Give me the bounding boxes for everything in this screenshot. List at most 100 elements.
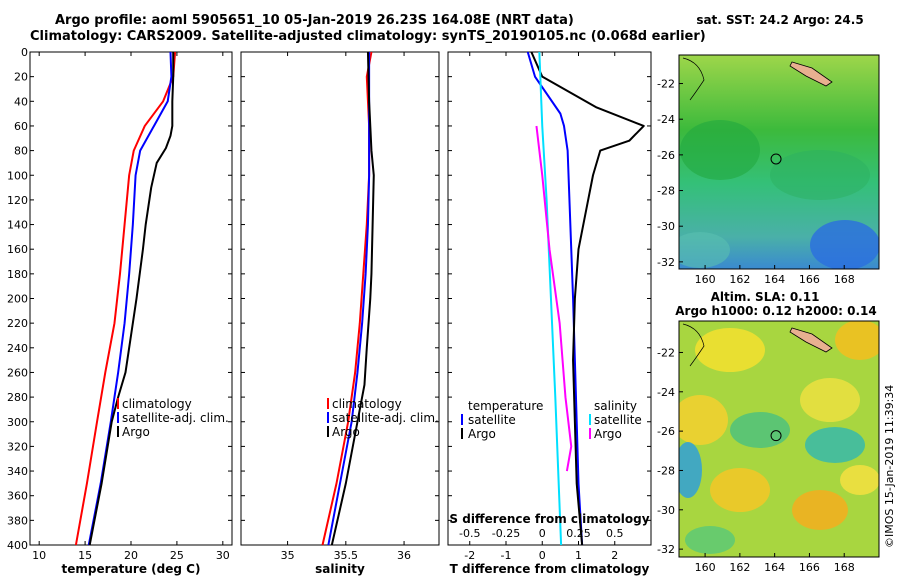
legend-label: Argo: [332, 425, 360, 439]
map-y-tick-label: -32: [657, 543, 675, 556]
map-y-tick-label: -28: [657, 464, 675, 477]
series-line: [87, 51, 173, 546]
legend-label: satellite-adj. clim.: [122, 411, 229, 425]
sst-map-title: sat. SST: 24.2 Argo: 24.5: [696, 13, 863, 27]
map-x-tick-label: 162: [729, 273, 750, 286]
legend-label: satellite: [468, 413, 516, 427]
map-x-tick-label: 160: [695, 273, 716, 286]
legend-title: temperature: [468, 399, 543, 413]
sst-cold-patch: [810, 220, 879, 269]
series-line: [74, 51, 177, 546]
legend-title: salinity: [594, 399, 637, 413]
x-tick-label: 10: [32, 549, 46, 562]
sla-map-axes: 160 162 164 166 168 -22 -24 -26 -28 -30 -32: [657, 346, 855, 574]
sla-patch: [805, 427, 865, 463]
sla-patch: [695, 328, 765, 372]
sst-patch: [679, 232, 730, 268]
title-line2: Climatology: CARS2009. Satellite-adjuste…: [30, 29, 706, 44]
coastline-contour: [682, 57, 705, 101]
series-line: [88, 52, 175, 546]
x-tick-label: -1: [501, 549, 512, 562]
sla-patch: [800, 378, 860, 422]
sla-map-frame: [678, 320, 880, 558]
top-tick-label: 0.25: [566, 527, 591, 540]
x-tick-label: 30: [216, 549, 230, 562]
sla-patch: [679, 395, 728, 445]
legend-label: climatology: [332, 397, 402, 411]
sla-patch: [840, 465, 879, 495]
top-axis-label: S difference from climatology: [449, 512, 649, 526]
x-axis-label: salinity: [315, 562, 365, 576]
map-y-tick-label: -24: [657, 113, 675, 126]
legend-label: Argo: [594, 427, 622, 441]
map-y-tick-label: -30: [657, 220, 675, 233]
x-tick-label: 35: [281, 549, 295, 562]
x-axis-label: T difference from climatology: [450, 562, 650, 576]
y-tick-label: 340: [7, 465, 28, 478]
sst-patch: [680, 120, 760, 180]
sla-patch: [679, 442, 702, 498]
sst-map-axes: 160 162 164 166 168 -22 -24 -26 -28 -30 -32: [657, 78, 855, 286]
sla-patch: [792, 490, 848, 530]
argo-location-marker: [770, 153, 782, 165]
title-line1: Argo profile: aoml 5905651_10 05-Jan-201…: [55, 13, 574, 28]
y-tick-label: 200: [7, 293, 28, 306]
legend-label: satellite-adj. clim.: [332, 411, 439, 425]
y-tick-label: 180: [7, 268, 28, 281]
map-y-tick-label: -30: [657, 504, 675, 517]
map-x-tick-label: 168: [834, 273, 855, 286]
credit-text: ©IMOS 15-Jan-2019 11:39:34: [883, 385, 896, 548]
y-tick-label: 100: [7, 169, 28, 182]
x-tick-label: 15: [78, 549, 92, 562]
map-x-tick-label: 164: [764, 273, 785, 286]
x-tick-label: 36: [397, 549, 411, 562]
legend-label: climatology: [122, 397, 192, 411]
y-tick-label: 280: [7, 391, 28, 404]
x-tick-label: 0: [539, 549, 546, 562]
legend-label: Argo: [468, 427, 496, 441]
map-y-tick-label: -22: [657, 346, 675, 359]
y-tick-label: 320: [7, 440, 28, 453]
y-tick-label: 40: [14, 95, 28, 108]
y-tick-label: 20: [14, 71, 28, 84]
x-axis-label: temperature (deg C): [62, 562, 201, 576]
x-tick-label: 1: [575, 549, 582, 562]
x-tick-label: 25: [170, 549, 184, 562]
y-tick-label: 0: [21, 46, 28, 59]
map-x-tick-label: 164: [764, 561, 785, 574]
salinity-panel: 35 35.5 36 salinity climatologysatellite-adj…: [240, 51, 440, 576]
map-y-tick-label: -22: [657, 78, 675, 91]
sla-patch: [685, 526, 735, 554]
argo-location-marker: [770, 430, 782, 442]
plot-frame: [447, 51, 652, 546]
y-tick-label: 140: [7, 219, 28, 232]
top-tick-label: -0.25: [492, 527, 520, 540]
series-line: [530, 51, 645, 546]
series-line: [538, 51, 563, 546]
new-caledonia-land: [789, 327, 833, 353]
map-x-tick-label: 166: [799, 273, 820, 286]
sla-patch: [730, 412, 790, 448]
difference-panel: -2 -1 0 1 2T difference from climatology S di…: [447, 51, 652, 576]
plot-frame: [240, 51, 440, 546]
x-tick-label: 2: [611, 549, 618, 562]
map-y-tick-label: -26: [657, 425, 675, 438]
y-tick-label: 160: [7, 243, 28, 256]
y-tick-label: 380: [7, 514, 28, 527]
coastline-contour: [682, 323, 705, 367]
map-x-tick-label: 166: [799, 561, 820, 574]
top-tick-label: 0.5: [606, 527, 624, 540]
map-y-tick-label: -24: [657, 386, 675, 399]
sst-patch: [770, 150, 870, 200]
sla-map: Altim. SLA: 0.11 Argo h1000: 0.12 h2000:…: [657, 290, 880, 574]
sla-patch: [710, 468, 770, 512]
map-x-tick-label: 162: [729, 561, 750, 574]
legend-label: Argo: [122, 425, 150, 439]
sla-map-title-1: Altim. SLA: 0.11: [711, 290, 820, 304]
x-tick-label: 35.5: [334, 549, 359, 562]
sst-map: sat. SST: 24.2 Argo: 24.5 160 162 164 166 16…: [657, 13, 880, 286]
y-tick-label: 260: [7, 366, 28, 379]
series-line: [330, 51, 375, 546]
y-tick-label: 360: [7, 490, 28, 503]
